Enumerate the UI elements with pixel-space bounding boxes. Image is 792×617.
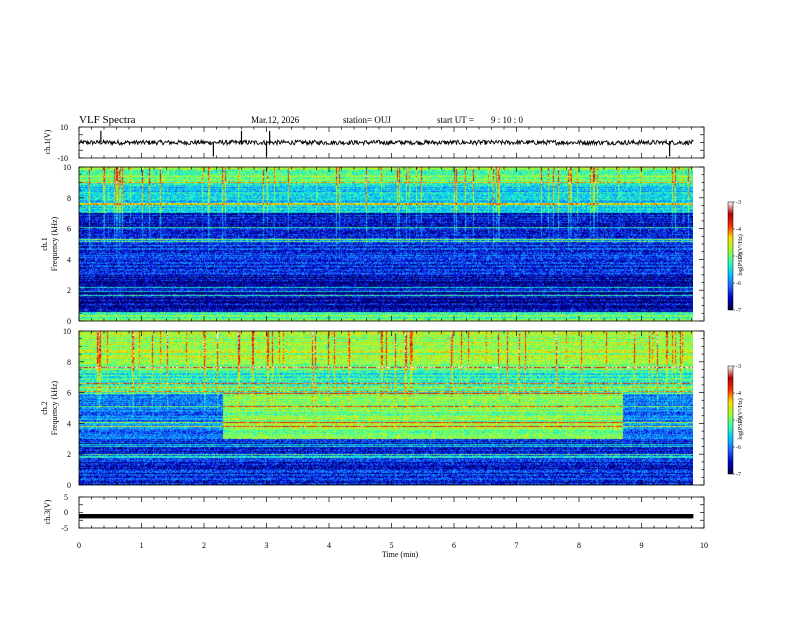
x-tick-label: 7 — [515, 541, 519, 550]
ch2-channel-label: ch.2 — [40, 401, 49, 415]
ch3-waveform-line — [79, 514, 694, 519]
ch2-ytick-label: 4 — [67, 419, 71, 428]
x-tick-label: 8 — [577, 541, 581, 550]
figure-title: VLF Spectra — [79, 114, 136, 126]
cb1-tick-label: -4 — [736, 227, 741, 233]
cb1-bar — [727, 201, 734, 311]
ch3-waveform-ylabel: ch.3(V) — [43, 499, 52, 524]
header-start-time: 9 : 10 : 0 — [491, 115, 524, 125]
x-tick-label: 1 — [140, 541, 144, 550]
ch2-ytick-label: 10 — [63, 327, 71, 336]
ch1-ytick-label: 6 — [67, 225, 71, 234]
cb2-tick-label: -3 — [736, 364, 741, 370]
ch2-ytick-label: 0 — [67, 481, 71, 490]
x-tick-label: 6 — [452, 541, 456, 550]
ch3-ytick-label: 0 — [64, 508, 68, 517]
ch3-ytick-label: 5 — [64, 493, 68, 502]
ch1-colorbar: log(PSD)(V²/Hz) -3 -4 -5 -6 -7 — [727, 200, 744, 314]
ch3-ytick-label: -5 — [61, 524, 68, 533]
ch1-ytick-label: 0 — [67, 317, 71, 326]
cb2-tick-label: -5 — [736, 418, 741, 424]
ch1-ytick-label: 10 — [63, 163, 71, 172]
ch2-ytick-label: 8 — [67, 358, 71, 367]
ch3-waveform-panel: 5 0 -5 — [61, 493, 694, 533]
ch2-spectrogram-panel — [79, 331, 693, 485]
header-start-label: start UT = — [437, 115, 474, 125]
x-tick-label: 0 — [77, 541, 81, 550]
ch2-ytick-label: 6 — [67, 389, 71, 398]
ch2-frequency-ylabel: Frequency (kHz) — [50, 380, 59, 435]
x-axis-label: Time (min) — [382, 550, 419, 559]
ch1-ytick-label: 2 — [67, 286, 71, 295]
ch2-colorbar-label: log(PSD)(V²/Hz) — [737, 398, 744, 439]
cb1-tick-label: -3 — [736, 200, 741, 206]
ch1-waveform-line — [78, 138, 694, 147]
x-tick-label: 10 — [700, 541, 708, 550]
x-tick-label: 2 — [202, 541, 206, 550]
x-tick-label: 9 — [640, 541, 644, 550]
cb2-tick-label: -4 — [736, 391, 741, 397]
x-tick-label: 5 — [390, 541, 394, 550]
cb2-tick-label: -6 — [736, 445, 741, 451]
ch1-spectrogram-image — [79, 167, 693, 321]
ch1-ytick-label: 4 — [67, 255, 71, 264]
ch2-colorbar: log(PSD)(V²/Hz) -3 -4 -5 -6 -7 — [727, 364, 744, 478]
ch1-frequency-ylabel: Frequency (kHz) — [50, 216, 59, 271]
cb2-bar — [727, 365, 734, 475]
x-tick-label: 3 — [265, 541, 269, 550]
header-date: Mar.12, 2026 — [251, 115, 300, 125]
ch1-waveform-ylabel: ch.1(V) — [43, 129, 52, 154]
cb2-tick-label: -7 — [736, 472, 741, 478]
ch1-ytick-label: -10 — [57, 154, 68, 163]
ch1-ytick-label: 8 — [67, 194, 71, 203]
ch1-waveform-panel: 10 -10 — [57, 123, 694, 163]
cb1-tick-label: -6 — [736, 281, 741, 287]
ch2-ytick-label: 2 — [67, 450, 71, 459]
cb1-tick-label: -7 — [736, 308, 741, 314]
cb1-tick-label: -5 — [736, 254, 741, 260]
ch2-spectrogram-image — [79, 331, 693, 485]
ch1-spectrogram-panel — [79, 167, 693, 321]
header-station: station= OUJ — [343, 115, 391, 125]
ch1-ytick-label: 10 — [60, 123, 68, 132]
x-tick-label: 4 — [327, 541, 331, 550]
ch1-colorbar-label: log(PSD)(V²/Hz) — [737, 234, 744, 275]
ch1-channel-label: ch.1 — [40, 237, 49, 251]
